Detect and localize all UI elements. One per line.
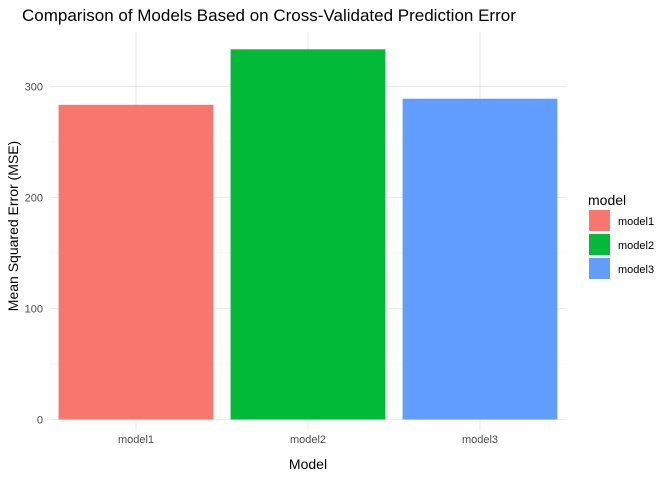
legend: model model1 model2 model3 [588, 192, 654, 279]
legend-key-model2 [589, 234, 610, 255]
legend-title: model [588, 192, 626, 208]
bar-model2 [230, 49, 386, 420]
legend-label-model3: model3 [618, 264, 654, 276]
x-tick-label: model1 [118, 434, 154, 446]
legend-key-model1 [589, 210, 610, 231]
y-tick-label: 200 [25, 193, 43, 205]
x-tick-label: model2 [290, 434, 326, 446]
y-axis-title: Mean Squared Error (MSE) [5, 141, 21, 311]
legend-label-model1: model1 [618, 216, 654, 228]
bars [58, 49, 558, 420]
y-tick-label: 0 [37, 415, 43, 427]
chart-title: Comparison of Models Based on Cross-Vali… [22, 6, 516, 25]
y-tick-label: 300 [25, 82, 43, 94]
bar-model3 [402, 98, 558, 420]
y-axis-ticks: 0 100 200 300 [25, 82, 43, 427]
legend-key-model3 [589, 258, 610, 279]
legend-label-model2: model2 [618, 240, 654, 252]
y-tick-label: 100 [25, 304, 43, 316]
x-axis-title: Model [289, 456, 327, 472]
x-axis-ticks: model1 model2 model3 [118, 434, 498, 446]
x-tick-label: model3 [462, 434, 498, 446]
bar-model1 [58, 104, 214, 420]
